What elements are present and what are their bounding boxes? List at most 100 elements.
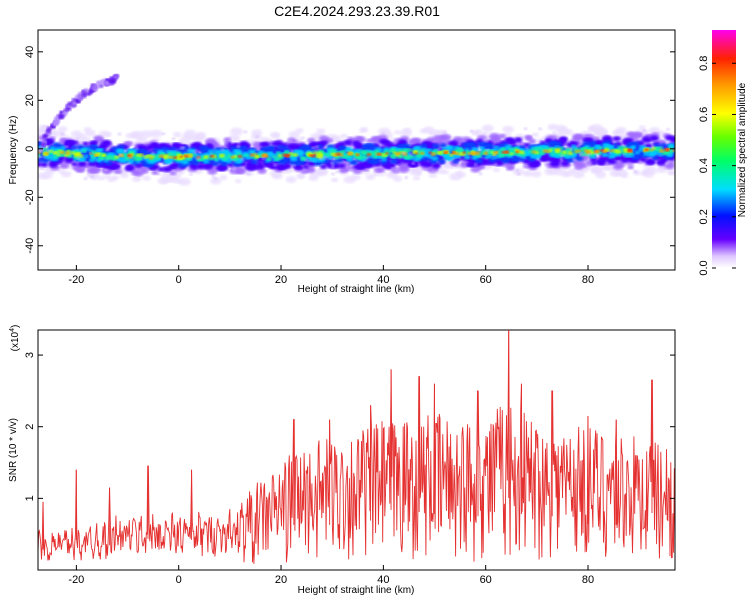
spectrogram-blob xyxy=(278,164,288,171)
spectrogram-blob xyxy=(60,153,65,157)
spectrogram-blob xyxy=(209,177,222,185)
spectrogram-blob xyxy=(70,151,76,155)
spectrogram-outlier xyxy=(117,132,122,136)
spectrogram-blob xyxy=(669,135,675,142)
spectrogram-outlier xyxy=(232,166,237,170)
spectrogram-outlier xyxy=(552,131,556,135)
spectrogram-blob xyxy=(308,154,313,157)
spectrogram-blob xyxy=(490,137,501,144)
spectrogram-outlier xyxy=(171,169,176,173)
spectrogram-blob xyxy=(649,148,654,152)
spectrogram-outlier xyxy=(516,142,520,146)
spectrogram-outlier xyxy=(224,142,229,145)
y-tick-label: -40 xyxy=(24,238,36,254)
spectrogram-blob xyxy=(98,142,109,150)
spectrogram-blob xyxy=(478,146,486,151)
spectrogram-blob xyxy=(577,149,582,153)
spectrogram-blob xyxy=(504,137,515,144)
y-tick-label: 2 xyxy=(24,424,36,430)
spectrogram-blob xyxy=(608,145,615,150)
spectrogram-blob xyxy=(626,154,633,158)
spectrogram-outlier xyxy=(330,165,335,169)
spectrogram-streak-blob xyxy=(54,115,60,120)
spectrogram-blob xyxy=(281,145,289,150)
spectrogram-blob xyxy=(451,151,456,154)
spectrogram-outlier xyxy=(211,174,216,178)
spectrogram-blob xyxy=(552,157,561,163)
spectrogram-blob xyxy=(292,153,299,157)
spectrogram-blob xyxy=(413,150,419,154)
spectrogram-blob xyxy=(603,163,613,170)
spectrogram-outlier xyxy=(587,152,592,156)
spectrogram-blob xyxy=(232,149,240,154)
spectrogram-blob xyxy=(651,147,656,150)
spectrogram-blob xyxy=(607,153,616,159)
spectrogram-blob xyxy=(188,159,195,164)
spectrogram-outlier xyxy=(118,153,123,157)
spectrogram-blob xyxy=(169,170,177,176)
spectrogram-blob xyxy=(547,123,558,131)
spectrogram-blob xyxy=(178,137,191,146)
spectrogram-blob xyxy=(483,151,489,155)
spectrogram-blob xyxy=(360,127,369,133)
spectrogram-blob xyxy=(170,146,178,152)
spectrogram-blob xyxy=(250,155,255,159)
spectrogram-blob xyxy=(255,155,260,159)
spectrogram-blob xyxy=(441,146,448,151)
spectrogram-outlier xyxy=(134,147,139,151)
spectrogram-blob xyxy=(59,146,66,150)
spectrogram-blob xyxy=(480,159,490,166)
spectrogram-blob xyxy=(187,155,192,158)
x-tick-label: 20 xyxy=(275,574,287,586)
spectrogram-blob xyxy=(59,137,67,143)
spectrogram-blob xyxy=(561,150,567,154)
spectrogram-x-ticks: -20 0 20 40 60 80 xyxy=(68,265,594,286)
spectrogram-blob xyxy=(431,162,442,169)
spectrogram-outlier xyxy=(311,146,316,150)
spectrogram-blob xyxy=(195,163,207,170)
spectrogram-blob xyxy=(71,161,78,167)
spectrogram-blob xyxy=(377,167,386,173)
spectrogram-blob xyxy=(288,131,301,139)
spectrogram-blob xyxy=(509,152,514,156)
spectrogram-outlier xyxy=(189,172,193,176)
spectrogram-blob xyxy=(356,155,364,160)
spectrogram-outlier xyxy=(46,149,51,153)
spectrogram-streak-blob xyxy=(92,84,98,89)
spectrogram-blob xyxy=(580,163,588,168)
spectrogram-outlier xyxy=(330,161,335,165)
spectrogram-outlier xyxy=(485,139,489,143)
spectrogram-streak-blob xyxy=(54,121,60,126)
spectrogram-blob xyxy=(289,156,298,162)
spectrogram-blob xyxy=(449,153,454,157)
spectrogram-blob xyxy=(500,148,505,152)
spectrogram-outlier xyxy=(301,136,305,140)
spectrogram-blob xyxy=(71,145,79,150)
spectrogram-outlier xyxy=(515,168,520,172)
spectrogram-blob xyxy=(352,140,361,146)
spectrogram-blob xyxy=(589,146,595,151)
spectrogram-blob xyxy=(84,129,96,137)
spectrogram-blob xyxy=(351,160,359,165)
spectrogram-blob xyxy=(638,125,646,130)
spectrogram-streak-blob xyxy=(71,97,77,102)
spectrogram-blob xyxy=(266,156,272,161)
spectrogram-outlier xyxy=(196,156,201,160)
spectrogram-blob xyxy=(44,152,49,155)
spectrogram-blob xyxy=(438,159,446,164)
spectrogram-blob xyxy=(202,146,209,151)
spectrogram-blob xyxy=(492,167,501,173)
spectrogram-blob xyxy=(655,159,666,166)
spectrogram-outlier xyxy=(381,132,385,135)
spectrogram-blob xyxy=(222,157,229,161)
spectrogram-blob xyxy=(612,143,619,147)
spectrogram-blob xyxy=(124,165,135,172)
spectrogram-streak-blob xyxy=(71,101,76,106)
spectrogram-outlier xyxy=(662,166,667,170)
spectrogram-blob xyxy=(481,124,494,133)
spectrogram-blob xyxy=(135,160,141,164)
spectrogram-blob xyxy=(512,168,525,176)
spectrogram-blob xyxy=(259,142,267,147)
spectrogram-blob xyxy=(385,152,389,155)
spectrogram-streak-blob xyxy=(88,89,94,94)
